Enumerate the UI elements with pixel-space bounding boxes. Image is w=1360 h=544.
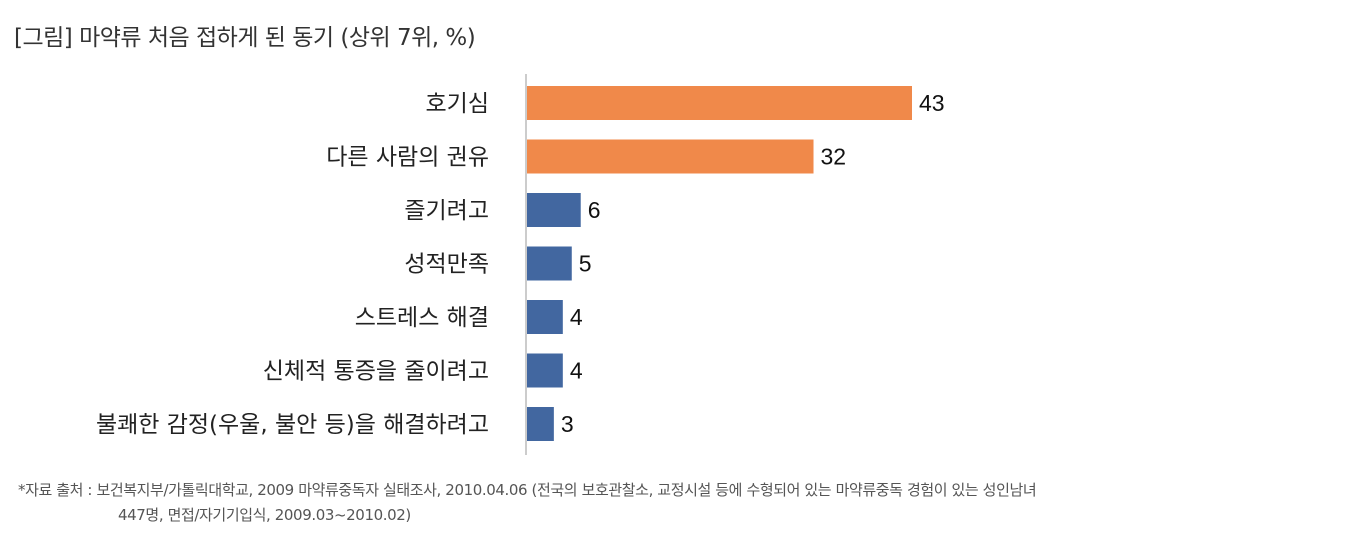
- source-line-1: *자료 출처 : 보건복지부/가톨릭대학교, 2009 마약류중독자 실태조사,…: [18, 481, 1037, 499]
- category-label: 다른 사람의 권유: [326, 145, 489, 171]
- bar: [527, 300, 563, 334]
- value-label: 32: [821, 144, 847, 170]
- value-label: 43: [919, 90, 945, 116]
- bar: [527, 193, 581, 227]
- category-label: 호기심: [426, 91, 489, 117]
- source-note: *자료 출처 : 보건복지부/가톨릭대학교, 2009 마약류중독자 실태조사,…: [18, 478, 1037, 528]
- category-label: 스트레스 해결: [355, 305, 489, 331]
- bar: [527, 86, 912, 120]
- source-line-2: 447명, 면접/자기기입식, 2009.03~2010.02): [118, 506, 411, 524]
- category-label: 즐기려고: [404, 198, 489, 224]
- value-label: 3: [561, 411, 574, 437]
- value-label: 5: [579, 251, 592, 277]
- bar: [527, 246, 572, 281]
- value-label: 6: [588, 197, 601, 223]
- bar: [527, 139, 814, 174]
- bar: [527, 353, 563, 388]
- value-label: 4: [570, 358, 583, 384]
- category-label: 신체적 통증을 줄이려고: [263, 359, 489, 385]
- category-label: 불쾌한 감정(우울, 불안 등)을 해결하려고: [96, 412, 489, 438]
- value-label: 4: [570, 304, 583, 330]
- chart-title: [그림] 마약류 처음 접하게 된 동기 (상위 7위, %): [14, 25, 476, 51]
- bar: [527, 407, 554, 441]
- category-label: 성적만족: [404, 252, 489, 278]
